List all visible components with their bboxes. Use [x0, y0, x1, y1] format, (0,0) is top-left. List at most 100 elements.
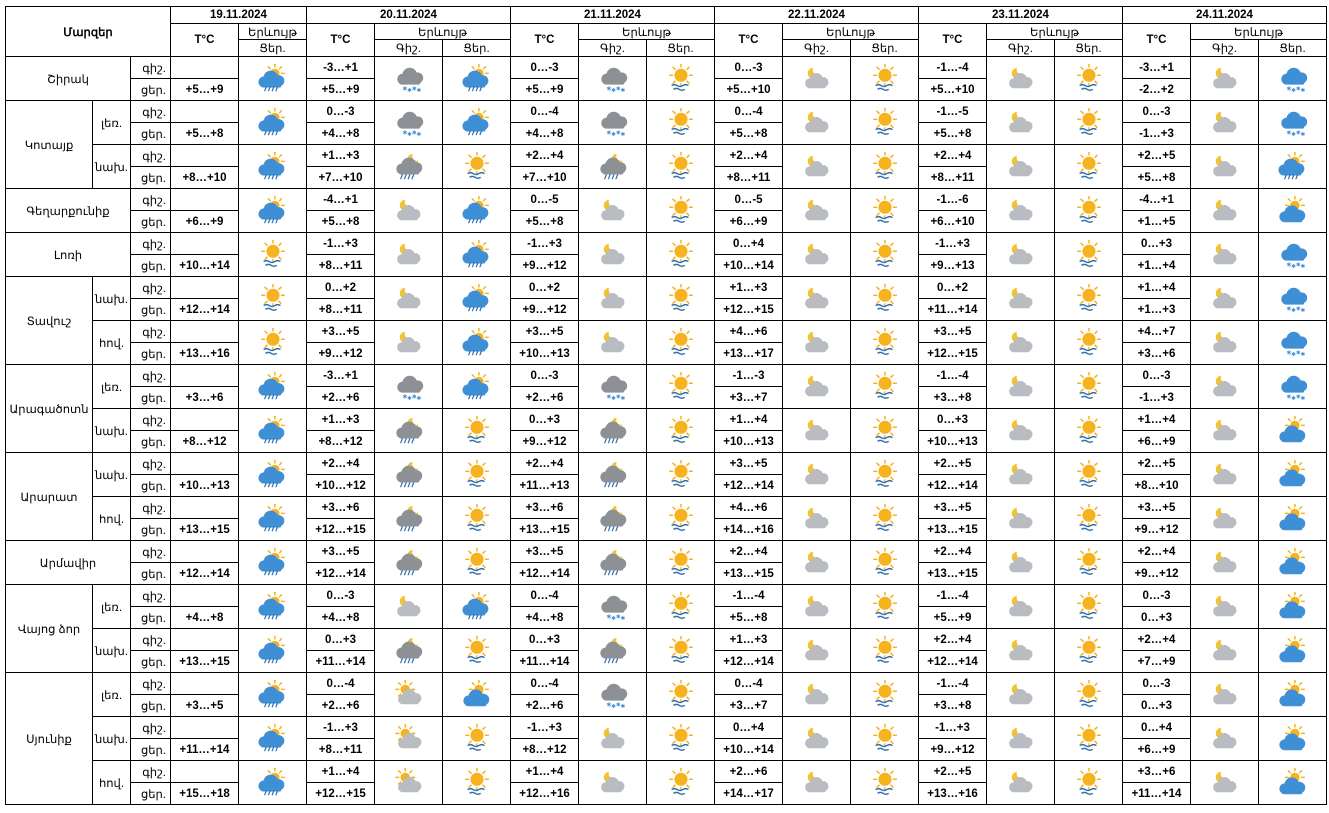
svg-text:✱: ✱ — [1295, 349, 1300, 356]
day-weather-cell — [1258, 584, 1327, 629]
night-weather-cell — [782, 56, 851, 101]
sun-behind-blue-cloud-big-icon — [260, 239, 285, 267]
temperature-cell: +12…+14 — [918, 650, 987, 673]
forecast-row: Սյունիք լեռ. գիշ. 0…-4 0…-4 ✱ ✱ ✱ ✱ 0…-4 -1…-4 0…-3 — [5, 672, 1327, 805]
temperature-cell: +3…+7 — [714, 386, 783, 409]
svg-text:✱: ✱ — [411, 85, 416, 92]
forecast-row: Շիրակ գիշ. -3…+1 ✱ ✱ ✱ ✱ 0…-3 ✱ ✱ ✱ ✱ 0…-3 -1…-4 -3…+1… — [5, 56, 1327, 101]
forecast-row: նախ. գիշ. -1…+3 -1…+3 0…+4 -1…+3 0…+4 — [6, 716, 1327, 761]
temperature-cell: +5…+9 — [170, 78, 239, 101]
blue-cloud-sun-icon — [1278, 591, 1305, 618]
moon-behind-cloud-icon — [1212, 243, 1236, 264]
night-weather-cell — [1190, 672, 1259, 717]
day-weather-cell — [850, 496, 919, 541]
forecast-row: Տավուշ նախ. գիշ. 0…+2 0…+2 +1…+3 0…+2 +1…+4 ✱ ✱ ✱ ✱ — [5, 276, 1327, 365]
night-header: Գիշ. — [578, 39, 647, 57]
moon-behind-cloud-icon — [804, 331, 828, 352]
temperature-cell: 0…-4 — [510, 672, 579, 695]
night-weather-cell — [578, 628, 647, 673]
svg-text:✱: ✱ — [615, 129, 620, 136]
temperature-cell: +4…+6 — [714, 496, 783, 519]
regions-header: Մարզեր — [5, 6, 171, 57]
svg-text:✱: ✱ — [402, 393, 407, 400]
day-weather-cell — [646, 100, 715, 145]
night-weather-cell — [986, 716, 1055, 761]
night-weather-cell — [1190, 584, 1259, 629]
moon-behind-cloud-icon — [1212, 639, 1236, 660]
temperature-cell: 0…+3 — [1122, 606, 1191, 629]
svg-text:✱: ✱ — [1286, 305, 1291, 312]
sun-behind-blue-cloud-big-icon — [464, 767, 489, 795]
temperature-cell: +2…+4 — [918, 144, 987, 167]
moon-behind-cloud-icon — [1008, 727, 1032, 748]
sun-behind-blue-cloud-big-icon — [668, 195, 693, 223]
night-weather-cell — [782, 452, 851, 497]
temperature-cell: +6…+9 — [170, 210, 239, 233]
day-header: Ցեր. — [646, 39, 715, 57]
grey-cloud-moon-rain-icon — [599, 505, 626, 531]
temperature-cell: +5…+8 — [170, 122, 239, 145]
day-weather-cell — [1054, 320, 1123, 365]
temperature-cell: -3…+1 — [1122, 56, 1191, 79]
sun-behind-blue-cloud-big-icon — [668, 679, 693, 707]
blue-cloud-snow-icon: ✱ ✱ ✱ ✱ — [1280, 111, 1307, 138]
temperature-cell: +3…+5 — [918, 496, 987, 519]
moon-behind-cloud-icon — [1008, 67, 1032, 88]
grey-cloud-moon-rain-icon — [599, 417, 626, 443]
night-weather-cell — [782, 364, 851, 409]
moon-behind-cloud-icon — [1008, 595, 1032, 616]
night-weather-cell: ✱ ✱ ✱ ✱ — [578, 56, 647, 101]
moon-behind-cloud-icon — [600, 331, 624, 352]
sun-behind-blue-cloud-big-icon — [464, 459, 489, 487]
svg-text:✱: ✱ — [1295, 305, 1300, 312]
temperature-cell: 0…+3 — [918, 408, 987, 431]
temperature-cell: 0…-4 — [510, 100, 579, 123]
temperature-cell: +6…+9 — [1122, 738, 1191, 761]
temperature-cell: +1…+3 — [306, 408, 375, 431]
moon-behind-cloud-icon — [1008, 331, 1032, 352]
night-weather-cell — [986, 320, 1055, 365]
date-header: 24.11.2024 — [1122, 6, 1327, 24]
night-weather-cell — [374, 496, 443, 541]
temperature-cell: -3…+1 — [306, 364, 375, 387]
grey-cloud-moon-rain-icon — [395, 461, 422, 487]
night-weather-cell — [578, 760, 647, 805]
day-weather-cell — [646, 672, 715, 717]
subzone-label: նախ. — [92, 276, 131, 321]
temperature-cell: +2…+6 — [510, 386, 579, 409]
time-of-day-label: ցեր. — [130, 386, 171, 409]
svg-text:✱: ✱ — [1291, 351, 1296, 358]
night-weather-cell — [1190, 56, 1259, 101]
sun-behind-blue-cloud-big-icon — [1076, 679, 1101, 707]
subzone-label: հով. — [92, 320, 131, 365]
blue-cloud-sun-icon — [1278, 635, 1305, 662]
sun-behind-blue-cloud-big-icon — [872, 151, 897, 179]
sun-behind-blue-cloud-big-icon — [668, 503, 693, 531]
sun-behind-blue-cloud-big-icon — [260, 283, 285, 311]
moon-behind-cloud-icon — [804, 683, 828, 704]
grey-cloud-moon-rain-icon — [395, 505, 422, 531]
sun-behind-blue-cloud-big-icon — [668, 635, 693, 663]
temperature-cell: +1…+4 — [1122, 254, 1191, 277]
day-weather-cell — [442, 56, 511, 101]
temperature-cell — [170, 452, 239, 475]
temperature-cell: +11…+14 — [918, 298, 987, 321]
temperature-cell: +8…+12 — [170, 430, 239, 453]
day-weather-cell — [850, 672, 919, 717]
svg-text:✱: ✱ — [606, 85, 611, 92]
sun-behind-blue-cloud-big-icon — [1076, 547, 1101, 575]
temp-header: T°C — [306, 23, 375, 57]
temperature-cell: +6…+10 — [918, 210, 987, 233]
temperature-cell: +8…+10 — [170, 166, 239, 189]
night-weather-cell — [578, 452, 647, 497]
moon-behind-cloud-icon — [1008, 155, 1032, 176]
night-weather-cell — [782, 540, 851, 585]
sun-behind-grey-cloud-icon — [394, 767, 421, 792]
temperature-cell: -1…+3 — [918, 716, 987, 739]
temperature-cell: +3…+6 — [170, 386, 239, 409]
day-weather-cell — [238, 672, 307, 717]
day-weather-cell — [442, 320, 511, 365]
svg-text:✱: ✱ — [1295, 85, 1300, 92]
night-weather-cell: ✱ ✱ ✱ ✱ — [578, 672, 647, 717]
day-weather-cell — [442, 144, 511, 189]
